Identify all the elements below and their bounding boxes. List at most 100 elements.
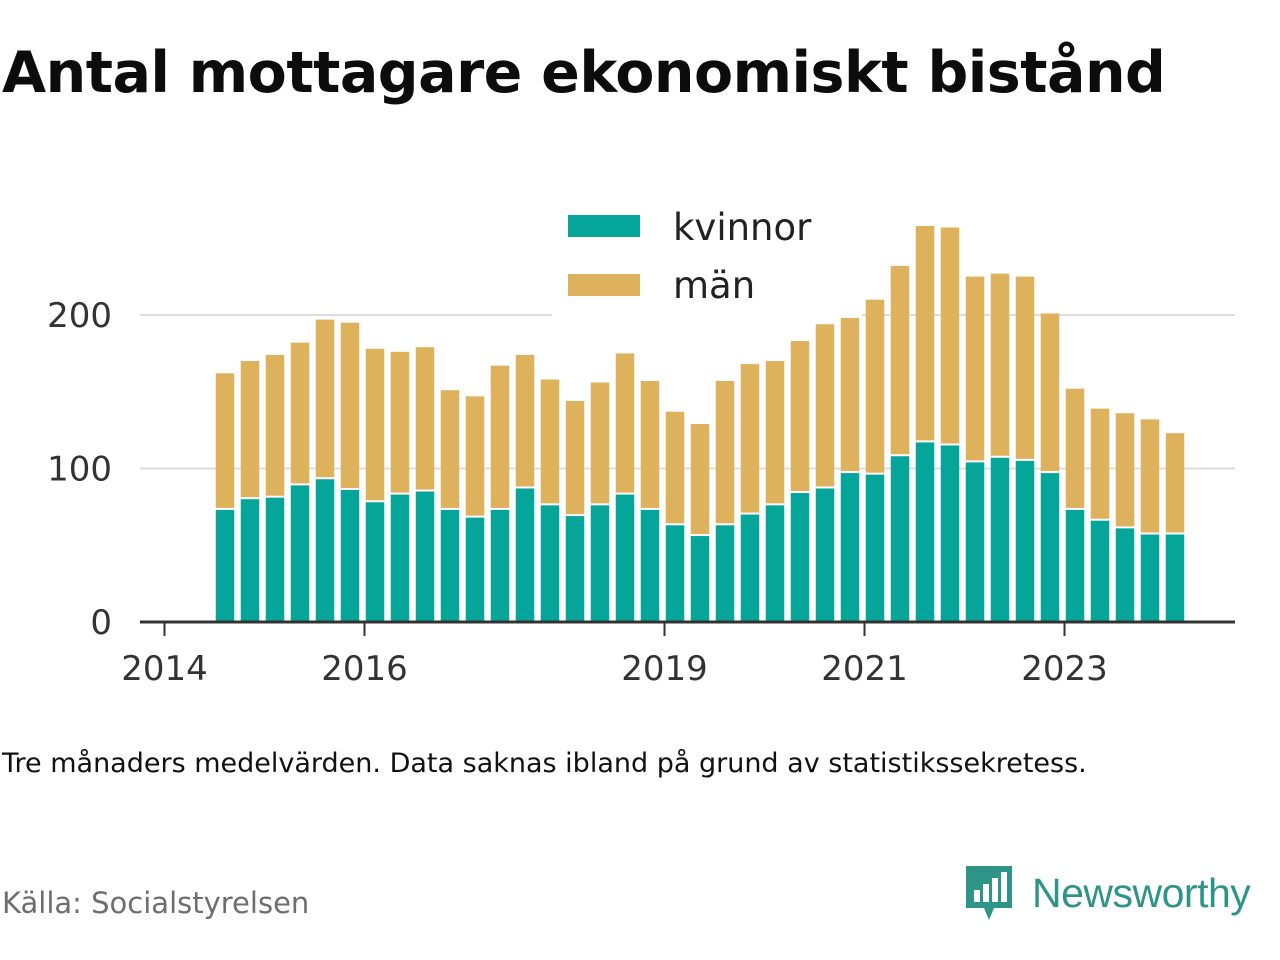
bar-man <box>965 276 985 461</box>
axes: 0 100 200 2014 2016 2019 2021 2023 <box>47 296 1235 689</box>
bar-man <box>815 324 835 487</box>
bar-kvinnor <box>540 505 560 622</box>
bars <box>215 225 1185 622</box>
bar-kvinnor <box>940 445 960 622</box>
bar-kvinnor <box>965 462 985 622</box>
bar-man <box>290 342 310 484</box>
bar-kvinnor <box>415 491 435 622</box>
bar-man <box>1165 433 1185 533</box>
bar-man <box>990 273 1010 456</box>
bar-man <box>690 423 710 535</box>
y-tick-label: 200 <box>47 296 112 336</box>
bar-man <box>1140 419 1160 533</box>
legend: kvinnor män <box>552 206 862 318</box>
bar-kvinnor <box>790 493 810 622</box>
bar-kvinnor <box>1140 534 1160 622</box>
bar-man <box>565 400 585 515</box>
bar-kvinnor <box>490 509 510 622</box>
bar-kvinnor <box>1090 520 1110 622</box>
bar-man <box>315 319 335 478</box>
bar-man <box>1065 388 1085 508</box>
bar-kvinnor <box>1065 509 1085 622</box>
bar-kvinnor <box>665 525 685 622</box>
bar-man <box>715 381 735 524</box>
legend-label-kvinnor: kvinnor <box>673 206 812 249</box>
bar-man <box>365 348 385 501</box>
bar-man <box>615 353 635 493</box>
chart-title: Antal mottagare ekonomiskt bistånd <box>2 40 1166 106</box>
bar-man <box>665 411 685 524</box>
bar-man <box>590 382 610 504</box>
stacked-bar-chart: 0 100 200 2014 2016 2019 2021 2023 kvinnor män <box>47 206 1235 689</box>
bar-man <box>1015 276 1035 459</box>
bar-kvinnor <box>840 473 860 622</box>
bar-kvinnor <box>865 474 885 622</box>
bar-kvinnor <box>515 488 535 622</box>
bar-kvinnor <box>990 457 1010 622</box>
bar-kvinnor <box>1115 528 1135 622</box>
bar-kvinnor <box>1165 534 1185 622</box>
legend-label-man: män <box>673 264 755 307</box>
bar-kvinnor <box>390 494 410 622</box>
bar-man <box>240 361 260 498</box>
bar-man <box>1115 413 1135 527</box>
bar-man <box>540 379 560 504</box>
bar-kvinnor <box>565 516 585 622</box>
bar-kvinnor <box>315 479 335 622</box>
bar-man <box>440 390 460 508</box>
bar-man <box>515 354 535 487</box>
bar-kvinnor <box>215 509 235 622</box>
bar-man <box>1040 313 1060 472</box>
bar-kvinnor <box>640 509 660 622</box>
bar-kvinnor <box>440 509 460 622</box>
bar-man <box>840 293 860 472</box>
x-tick-label: 2014 <box>121 649 208 689</box>
legend-swatch-man <box>568 274 640 296</box>
bar-kvinnor <box>690 536 710 622</box>
bar-man <box>640 381 660 508</box>
bar-man <box>790 341 810 492</box>
bar-kvinnor <box>1015 460 1035 622</box>
chart-note: Tre månaders medelvärden. Data saknas ib… <box>2 748 1087 779</box>
bar-kvinnor <box>890 456 910 622</box>
bar-man <box>465 396 485 516</box>
x-tick-label: 2016 <box>321 649 408 689</box>
x-tick-label: 2021 <box>821 649 908 689</box>
newsworthy-logo-icon <box>966 866 1012 920</box>
bar-kvinnor <box>715 525 735 622</box>
legend-swatch-kvinnor <box>568 215 640 237</box>
bar-man <box>865 299 885 473</box>
bar-kvinnor <box>615 494 635 622</box>
bar-man <box>390 351 410 493</box>
bar-kvinnor <box>290 485 310 622</box>
brand-logo: Newsworthy <box>964 864 1251 922</box>
bar-man <box>890 265 910 455</box>
bar-kvinnor <box>1040 473 1060 622</box>
bar-man <box>1090 408 1110 519</box>
bar-kvinnor <box>590 505 610 622</box>
y-tick-label: 0 <box>90 603 112 643</box>
brand-name: Newsworthy <box>1032 869 1251 916</box>
bar-man <box>340 322 360 488</box>
bar-kvinnor <box>815 488 835 622</box>
bar-man <box>940 227 960 444</box>
bar-kvinnor <box>765 505 785 622</box>
bar-man <box>740 364 760 513</box>
bar-kvinnor <box>340 489 360 622</box>
bar-man <box>215 373 235 508</box>
bar-man <box>415 347 435 490</box>
bar-kvinnor <box>740 514 760 622</box>
bar-man <box>915 225 935 441</box>
source-text: Källa: Socialstyrelsen <box>2 886 310 920</box>
bar-kvinnor <box>915 442 935 622</box>
y-tick-label: 100 <box>47 450 112 490</box>
bar-man <box>265 354 285 496</box>
bar-kvinnor <box>240 499 260 622</box>
bar-kvinnor <box>465 517 485 622</box>
x-tick-label: 2023 <box>1021 649 1108 689</box>
bar-kvinnor <box>365 502 385 622</box>
bar-man <box>490 365 510 508</box>
bar-man <box>765 361 785 504</box>
x-tick-label: 2019 <box>621 649 708 689</box>
bar-kvinnor <box>265 497 285 622</box>
